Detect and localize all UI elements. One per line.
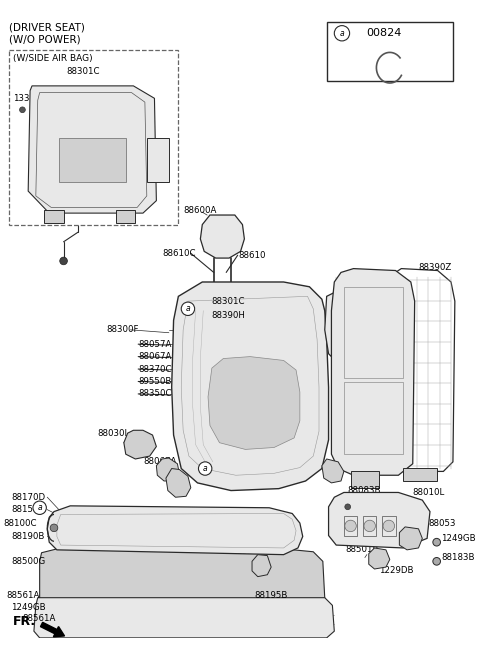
Text: 88610C: 88610C bbox=[162, 249, 196, 258]
Text: 88501P: 88501P bbox=[346, 545, 378, 554]
Polygon shape bbox=[322, 459, 344, 483]
Text: 88300F: 88300F bbox=[107, 325, 139, 334]
Text: 88083B: 88083B bbox=[348, 486, 381, 495]
Text: 00824: 00824 bbox=[366, 28, 402, 38]
Polygon shape bbox=[48, 506, 303, 555]
Text: 88053: 88053 bbox=[428, 518, 456, 527]
Text: 88390Z: 88390Z bbox=[419, 263, 452, 272]
Text: 1339CC: 1339CC bbox=[13, 94, 47, 103]
Polygon shape bbox=[9, 50, 179, 224]
Polygon shape bbox=[399, 527, 422, 550]
Polygon shape bbox=[147, 138, 169, 181]
Circle shape bbox=[433, 539, 441, 546]
Polygon shape bbox=[156, 458, 180, 481]
Polygon shape bbox=[403, 467, 437, 481]
Polygon shape bbox=[329, 492, 430, 548]
Text: a: a bbox=[340, 29, 344, 38]
Polygon shape bbox=[369, 548, 390, 569]
Circle shape bbox=[181, 302, 194, 316]
Text: 88301C: 88301C bbox=[212, 297, 245, 306]
Circle shape bbox=[433, 557, 441, 565]
Polygon shape bbox=[116, 210, 135, 223]
Circle shape bbox=[60, 257, 67, 265]
Text: 88561A: 88561A bbox=[23, 614, 56, 623]
Text: a: a bbox=[37, 503, 42, 512]
Circle shape bbox=[50, 524, 58, 531]
Circle shape bbox=[345, 520, 356, 531]
Text: 88170D: 88170D bbox=[11, 493, 45, 502]
Circle shape bbox=[334, 25, 349, 41]
Text: 88500G: 88500G bbox=[11, 557, 45, 566]
Circle shape bbox=[198, 462, 212, 475]
Text: 88610: 88610 bbox=[239, 251, 266, 259]
Text: 1249GB: 1249GB bbox=[11, 602, 46, 612]
Text: 1249GB: 1249GB bbox=[442, 534, 476, 543]
Text: 88569: 88569 bbox=[237, 547, 264, 556]
Polygon shape bbox=[200, 215, 244, 258]
Polygon shape bbox=[34, 598, 334, 638]
Polygon shape bbox=[172, 282, 329, 490]
Text: 88057A: 88057A bbox=[348, 457, 381, 466]
Text: 88600A: 88600A bbox=[183, 206, 216, 215]
Polygon shape bbox=[28, 86, 156, 213]
Polygon shape bbox=[40, 546, 325, 605]
Text: 88057A: 88057A bbox=[138, 340, 171, 349]
Text: (W/O POWER): (W/O POWER) bbox=[9, 34, 81, 44]
Text: 88195B: 88195B bbox=[254, 591, 288, 600]
Text: 88370C: 88370C bbox=[138, 364, 172, 374]
Polygon shape bbox=[166, 469, 191, 497]
Circle shape bbox=[383, 520, 395, 531]
FancyArrow shape bbox=[40, 623, 64, 637]
Text: 88150C: 88150C bbox=[11, 505, 45, 514]
Polygon shape bbox=[252, 555, 271, 576]
Circle shape bbox=[33, 501, 47, 514]
Text: 88010L: 88010L bbox=[413, 488, 445, 497]
Text: 88910T: 88910T bbox=[114, 100, 147, 110]
Text: (DRIVER SEAT): (DRIVER SEAT) bbox=[9, 23, 85, 33]
Text: 88390H: 88390H bbox=[212, 311, 246, 320]
Text: 88067A: 88067A bbox=[143, 457, 176, 466]
Polygon shape bbox=[331, 269, 415, 475]
Text: 88190B: 88190B bbox=[11, 532, 44, 541]
Text: FR.: FR. bbox=[13, 615, 36, 628]
Text: 88030L: 88030L bbox=[97, 428, 129, 437]
Polygon shape bbox=[124, 430, 156, 459]
Circle shape bbox=[345, 504, 350, 510]
Text: (W/SIDE AIR BAG): (W/SIDE AIR BAG) bbox=[13, 53, 93, 63]
Text: 88067A: 88067A bbox=[138, 352, 171, 361]
Text: 1229DB: 1229DB bbox=[379, 567, 414, 576]
Polygon shape bbox=[327, 22, 453, 81]
Text: 88301C: 88301C bbox=[66, 67, 99, 76]
Text: 88100C: 88100C bbox=[3, 518, 37, 527]
Circle shape bbox=[364, 520, 375, 531]
Polygon shape bbox=[59, 138, 126, 181]
Polygon shape bbox=[208, 357, 300, 449]
Text: 88183B: 88183B bbox=[442, 553, 475, 562]
Polygon shape bbox=[325, 287, 379, 370]
Polygon shape bbox=[350, 471, 379, 488]
Polygon shape bbox=[45, 210, 63, 223]
Polygon shape bbox=[390, 269, 455, 471]
Text: 89550B: 89550B bbox=[138, 377, 171, 386]
Circle shape bbox=[20, 107, 25, 113]
Text: a: a bbox=[203, 464, 207, 473]
Text: 88350C: 88350C bbox=[138, 389, 172, 398]
Text: 88561A: 88561A bbox=[6, 591, 39, 600]
Text: a: a bbox=[186, 304, 190, 313]
